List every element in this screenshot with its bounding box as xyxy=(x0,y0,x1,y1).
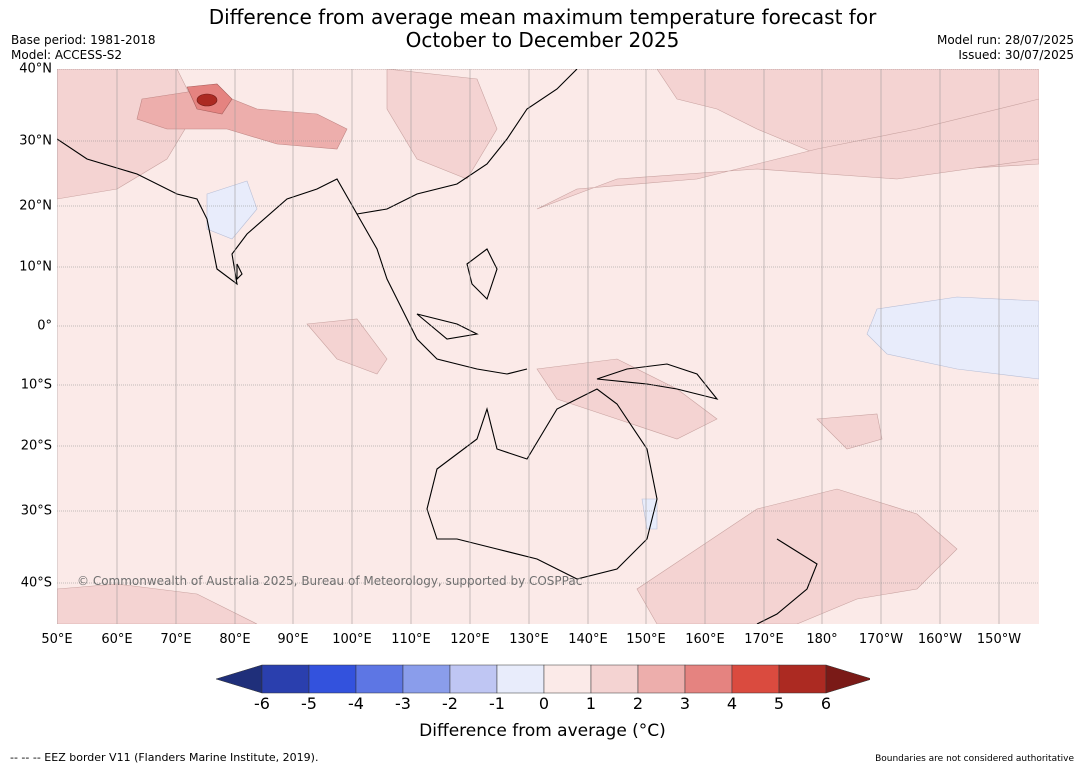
longitude-label: 60°E xyxy=(101,632,133,647)
longitude-label: 180° xyxy=(806,632,838,647)
longitude-label: 110°E xyxy=(391,632,431,647)
eez-legend: -- -- -- EEZ border V11 (Flanders Marine… xyxy=(10,751,319,764)
colorbar-tick-label: -5 xyxy=(301,694,317,713)
model-run-text: Model run: 28/07/2025 xyxy=(936,33,1074,47)
latitude-label: 10°N xyxy=(19,259,52,275)
anomaly-area-coral-sea xyxy=(816,413,883,450)
latitude-label: 30°S xyxy=(20,503,52,519)
anomaly-area-tropical-pacific xyxy=(536,98,1039,210)
colorbar-label: Difference from average (°C) xyxy=(419,721,666,741)
colorbar-tick-label: -2 xyxy=(442,694,458,713)
colorbar xyxy=(216,664,870,694)
longitude-label: 170°E xyxy=(744,632,784,647)
new-zealand-coastline xyxy=(756,538,818,624)
map-title-line-1: Difference from average mean maximum tem… xyxy=(208,5,877,29)
china-coastline xyxy=(356,69,578,215)
latitude-label: 10°S xyxy=(20,377,52,393)
colorbar-tick-label: 0 xyxy=(538,694,550,713)
colorbar-extend-low xyxy=(216,664,263,694)
latitude-label: 0° xyxy=(37,318,52,334)
longitude-label: 140°E xyxy=(568,632,608,647)
colorbar-segment xyxy=(778,664,827,694)
anomaly-area-east-asia xyxy=(386,69,498,180)
philippines-coastline xyxy=(466,248,498,301)
colorbar-tick-label: 5 xyxy=(773,694,785,713)
colorbar-tick-label: -3 xyxy=(395,694,411,713)
colorbar-segment xyxy=(496,664,545,694)
colorbar-segment xyxy=(731,664,780,694)
colorbar-tick-label: 1 xyxy=(585,694,597,713)
anomaly-area-southern-ocean xyxy=(57,583,258,624)
longitude-label: 120°E xyxy=(450,632,490,647)
base-period-text: Base period: 1981-2018 xyxy=(11,33,156,47)
anomaly-area-central-pacific xyxy=(866,296,1039,380)
anomaly-area-tasman xyxy=(636,488,958,624)
colorbar-segment xyxy=(684,664,733,694)
latitude-label: 20°N xyxy=(19,198,52,214)
colorbar-segment xyxy=(590,664,639,694)
colorbar-tick-label: -4 xyxy=(348,694,364,713)
map-title-line-2: October to December 2025 xyxy=(405,28,680,52)
colorbar-segment xyxy=(308,664,357,694)
longitude-label: 150°E xyxy=(626,632,666,647)
longitude-label: 160°E xyxy=(685,632,725,647)
forecast-map xyxy=(57,69,1039,624)
colorbar-segment xyxy=(261,664,310,694)
anomaly-area-indian-ocean xyxy=(306,318,388,375)
colorbar-tick-label: 2 xyxy=(632,694,644,713)
sri-lanka-coastline xyxy=(236,263,243,281)
colorbar-segment xyxy=(543,664,592,694)
anomaly-area-north-australia xyxy=(536,358,718,440)
graticule xyxy=(57,69,1039,624)
colorbar-segment xyxy=(355,664,404,694)
anomaly-area-east-coast xyxy=(641,498,658,530)
colorbar-tick-label: -1 xyxy=(489,694,505,713)
anomaly-area-himalaya xyxy=(136,88,348,150)
latitude-label: 40°N xyxy=(19,61,52,77)
colorbar-tick-label: 6 xyxy=(820,694,832,713)
longitude-label: 70°E xyxy=(160,632,192,647)
issued-text: Issued: 30/07/2025 xyxy=(958,48,1074,62)
colorbar-extend-high xyxy=(825,664,870,694)
colorbar-tick-label: 3 xyxy=(679,694,691,713)
longitude-label: 80°E xyxy=(219,632,251,647)
longitude-label: 150°W xyxy=(976,632,1022,647)
colorbar-segment xyxy=(637,664,686,694)
latitude-label: 30°N xyxy=(19,133,52,149)
longitude-label: 90°E xyxy=(277,632,309,647)
copyright-notice: © Commonwealth of Australia 2025, Bureau… xyxy=(77,574,583,588)
anomaly-area-hotspot xyxy=(196,93,218,107)
latitude-label: 20°S xyxy=(20,438,52,454)
asia-coastline xyxy=(57,138,528,375)
model-text: Model: ACCESS-S2 xyxy=(11,48,123,62)
colorbar-segment xyxy=(449,664,498,694)
colorbar-tick-label: -6 xyxy=(254,694,270,713)
longitude-label: 100°E xyxy=(332,632,372,647)
boundary-note: Boundaries are not considered authoritat… xyxy=(875,754,1074,764)
australia-coastline xyxy=(426,388,658,580)
colorbar-tick-label: 4 xyxy=(726,694,738,713)
longitude-label: 130°E xyxy=(509,632,549,647)
latitude-label: 40°S xyxy=(20,575,52,591)
longitude-label: 170°W xyxy=(858,632,904,647)
longitude-label: 50°E xyxy=(41,632,73,647)
colorbar-segment xyxy=(402,664,451,694)
borneo-coastline xyxy=(416,313,479,340)
anomaly-area-bay-of-bengal xyxy=(206,180,258,240)
longitude-label: 160°W xyxy=(917,632,963,647)
